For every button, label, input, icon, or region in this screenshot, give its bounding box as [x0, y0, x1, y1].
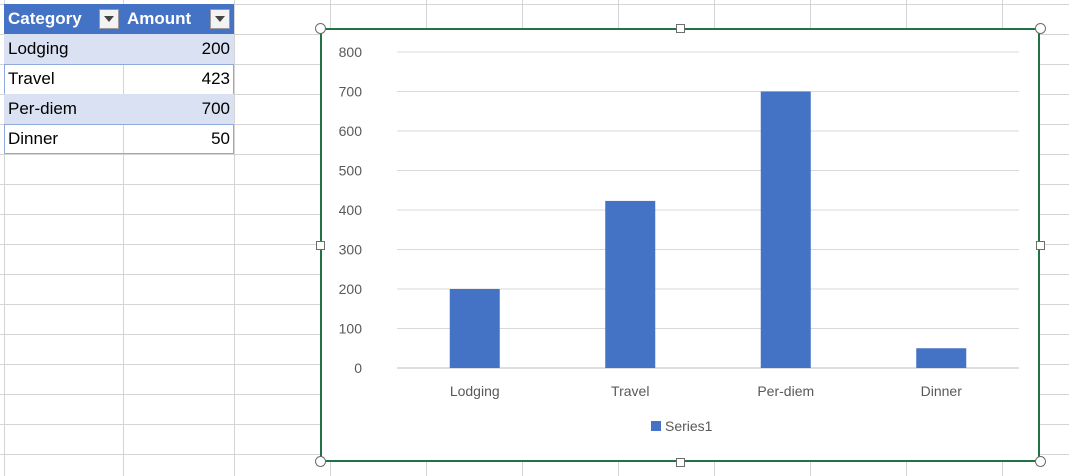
filter-button-amount[interactable] — [210, 9, 230, 29]
y-tick-label: 600 — [339, 123, 363, 139]
resize-handle-left[interactable] — [316, 241, 325, 250]
cell-text: Travel — [8, 69, 55, 88]
table-cell-amount[interactable]: 50 — [123, 124, 234, 154]
chevron-down-icon — [104, 16, 114, 22]
column-header-amount-label: Amount — [127, 9, 192, 28]
table-cell-amount[interactable]: 423 — [123, 64, 234, 94]
y-tick-label: 800 — [339, 44, 363, 60]
filter-button-category[interactable] — [99, 9, 119, 29]
y-tick-label: 0 — [354, 360, 362, 376]
x-tick-label: Dinner — [921, 383, 963, 399]
cell-text: 50 — [211, 129, 230, 148]
y-tick-label: 100 — [339, 321, 363, 337]
cell-text: Dinner — [8, 129, 59, 148]
cell-text: 700 — [201, 99, 230, 118]
resize-handle-top[interactable] — [676, 24, 685, 33]
bar-per-diem[interactable] — [760, 91, 811, 369]
resize-handle-bottom-right[interactable] — [1035, 456, 1046, 467]
cell-text: 200 — [201, 39, 230, 58]
x-tick-label: Travel — [611, 383, 649, 399]
resize-handle-top-left[interactable] — [315, 23, 326, 34]
table-cell-category[interactable]: Dinner — [4, 124, 123, 154]
table-cell-category[interactable]: Per-diem — [4, 94, 123, 124]
y-tick-label: 200 — [339, 281, 363, 297]
chevron-down-icon — [215, 16, 225, 22]
cell-text: Per-diem — [8, 99, 77, 118]
legend-label[interactable]: Series1 — [665, 418, 713, 434]
x-tick-label: Per-diem — [757, 383, 814, 399]
cell-text: 423 — [201, 69, 230, 88]
table-cell-amount[interactable]: 200 — [123, 34, 234, 64]
bar-chart: 0 100 200 300 400 500 600 700 800 Lodging Travel Pe… — [339, 44, 1019, 434]
resize-handle-bottom-left[interactable] — [315, 456, 326, 467]
table-cell-category[interactable]: Travel — [4, 64, 123, 94]
bar-dinner[interactable] — [916, 348, 967, 368]
table-cell-amount[interactable]: 700 — [123, 94, 234, 124]
column-header-category-label: Category — [8, 9, 82, 28]
legend-swatch — [651, 421, 661, 431]
y-tick-label: 700 — [339, 84, 363, 100]
y-tick-label: 400 — [339, 202, 363, 218]
bar-lodging[interactable] — [449, 289, 500, 368]
chart-area[interactable]: 0 100 200 300 400 500 600 700 800 Lodging Travel Pe… — [320, 28, 1040, 462]
table-cell-category[interactable]: Lodging — [4, 34, 123, 64]
cell-text: Lodging — [8, 39, 69, 58]
bar-travel[interactable] — [605, 200, 656, 368]
resize-handle-bottom[interactable] — [676, 458, 685, 467]
y-tick-label: 300 — [339, 242, 363, 258]
x-tick-label: Lodging — [450, 383, 500, 399]
resize-handle-right[interactable] — [1036, 241, 1045, 250]
y-tick-label: 500 — [339, 163, 363, 179]
resize-handle-top-right[interactable] — [1035, 23, 1046, 34]
